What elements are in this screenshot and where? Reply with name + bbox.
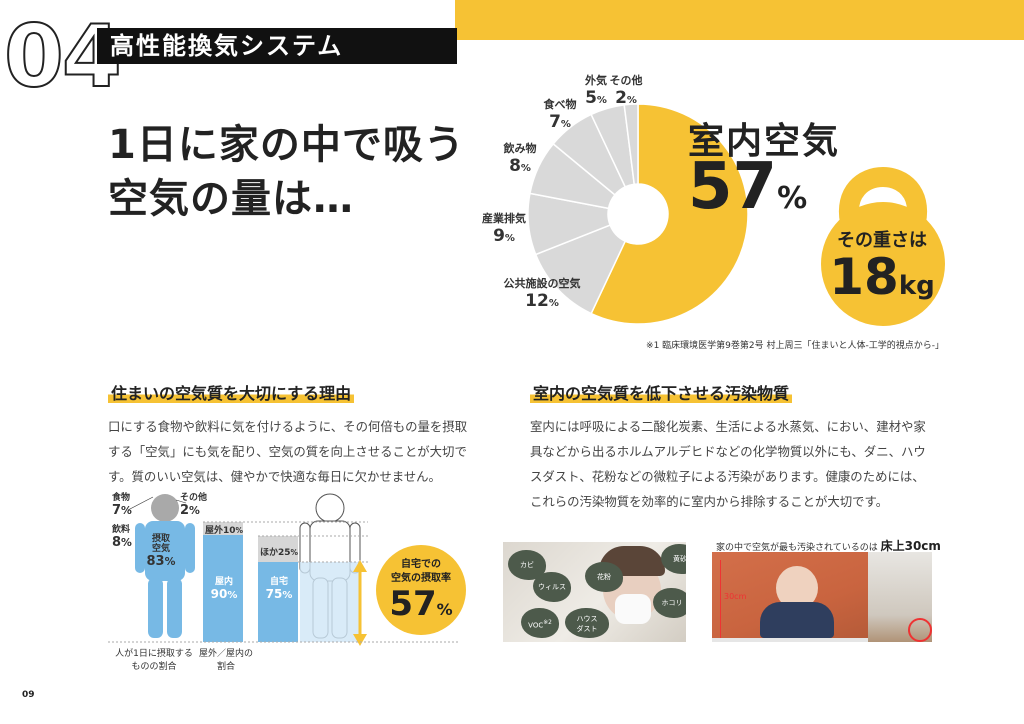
- pie-label-outside: 外気 5%: [585, 74, 607, 108]
- fig-drink: 飲料 8%: [112, 525, 132, 550]
- bar1-bottom: 屋内 90%: [210, 577, 238, 601]
- body-silhouette-1: [135, 494, 195, 638]
- body-silhouette-2: [299, 493, 361, 642]
- floor-caption: 家の中で空気が最も汚染されているのは 床上30cm: [716, 539, 941, 553]
- indoor-air-percent: 57%: [688, 150, 808, 224]
- fig-other: その他 2%: [180, 493, 208, 518]
- pie-label-drink: 飲み物 8%: [503, 142, 537, 176]
- left-section-body: 口にする食物や飲料に気を付けるように、その何倍もの量を摂取する「空気」にも気を配…: [108, 419, 468, 484]
- callout-value: 57%: [389, 584, 453, 624]
- sneezing-child-photo: カビ ウィルス 花粉 黄砂 ホコリ VOC※2 ハウス ダスト: [503, 542, 686, 642]
- pie-slice-6: [623, 103, 639, 186]
- intake-callout: [376, 545, 466, 635]
- pie-label-industry: 産業排気 9%: [482, 212, 526, 246]
- bar2-top: ほか25%: [259, 548, 299, 558]
- fig-caption-1: 人が1日に摂取する ものの割合: [115, 649, 193, 672]
- floor-corner-photo: [868, 552, 932, 642]
- bar2-bottom: 自宅 75%: [265, 577, 293, 601]
- kettlebell-icon: [821, 167, 945, 326]
- headline: 1日に家の中で吸う 空気の量は…: [108, 122, 465, 222]
- right-section-body: 室内には呼吸による二酸化炭素、生活による水蒸気、におい、建材や家具などから出るホ…: [530, 419, 926, 509]
- left-section-heading-wrap: 住まいの空気質を大切にする理由: [108, 380, 355, 404]
- weight-label: その重さは: [837, 230, 927, 251]
- bar1-top: 屋外10%: [204, 526, 244, 536]
- right-section-heading-wrap: 室内の空気質を低下させる汚染物質: [530, 380, 793, 404]
- indoor-air-label: 室内空気: [688, 121, 841, 162]
- pie-slice-1: [534, 224, 627, 315]
- pollutant-pollen: 花粉: [585, 562, 623, 592]
- left-section-heading: 住まいの空気質を大切にする理由: [108, 384, 355, 403]
- measure-label: 30cm: [724, 592, 747, 601]
- pollutant-virus: ウィルス: [533, 572, 571, 602]
- reference-note: ※1 臨床環境医学第9巻第2号 村上周三「住まいと人体-工学的視点から-」: [646, 341, 944, 351]
- pollutant-dust: ホコリ: [653, 588, 686, 618]
- pollutant-house-dust: ハウス ダスト: [565, 608, 609, 638]
- page-number: 09: [22, 690, 35, 700]
- pie-slice-0: [590, 103, 749, 325]
- intake-figure: [108, 493, 458, 646]
- donut-chart: [527, 103, 749, 325]
- weight-value: 18kg: [829, 248, 935, 306]
- callout-label: 自宅での 空気の摂取率: [391, 559, 451, 584]
- baby-crawling-photo: 30cm: [712, 552, 868, 642]
- fig-caption-2: 屋外／屋内の 割合: [198, 649, 253, 672]
- right-section-heading: 室内の空気質を低下させる汚染物質: [530, 384, 793, 403]
- fig-air: 摂取 空気 83%: [146, 534, 176, 569]
- pie-label-public: 公共施設の空気 12%: [503, 277, 581, 311]
- top-accent-bar: [455, 0, 1024, 40]
- section-title: 高性能換気システム: [110, 32, 344, 60]
- pie-label-food: 食べ物 7%: [543, 98, 577, 132]
- pollutant-voc: VOC※2: [521, 608, 559, 638]
- fig-food: 食物 7%: [112, 493, 132, 518]
- pie-label-other: その他 2%: [609, 74, 643, 108]
- section-title-bar: [97, 28, 457, 64]
